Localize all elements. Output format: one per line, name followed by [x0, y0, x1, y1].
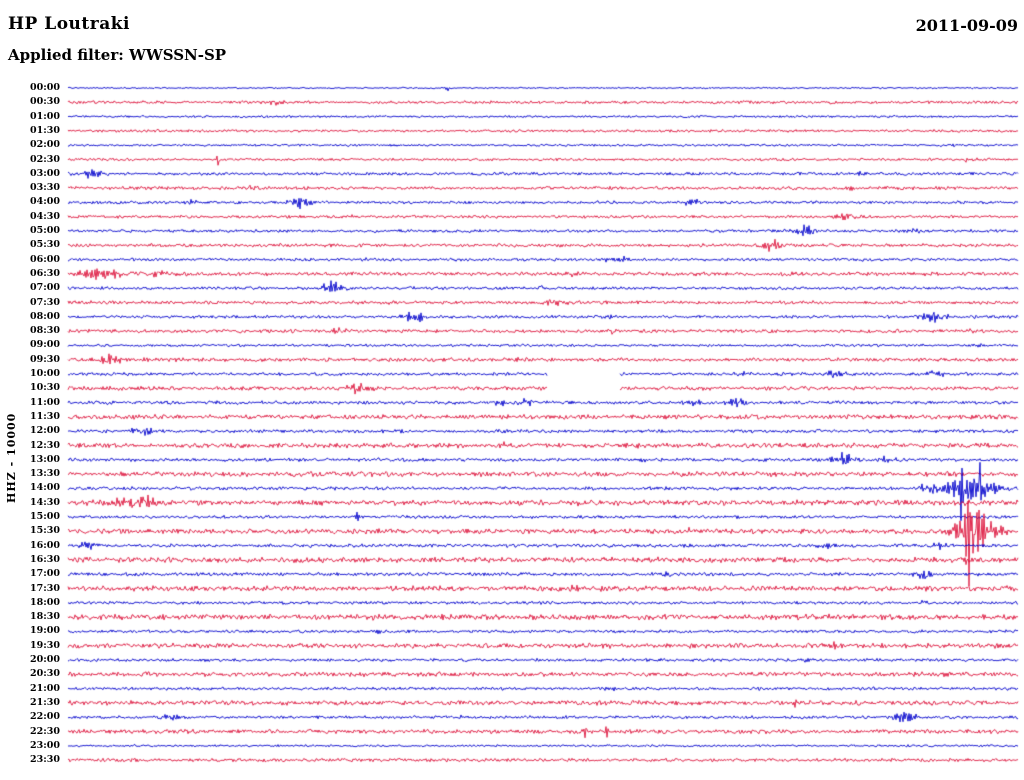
trace-time-label: 19:00 — [30, 625, 60, 637]
trace-time-label: 15:00 — [30, 511, 60, 522]
trace-time-label: 12:00 — [30, 425, 60, 437]
trace-time-label: 04:30 — [30, 210, 60, 222]
trace-time-label: 21:30 — [30, 696, 60, 708]
record-date: 2011-09-09 — [915, 16, 1018, 35]
filter-label: Applied filter: WWSSN-SP — [8, 46, 227, 64]
trace-time-label: 21:00 — [30, 682, 60, 694]
trace-time-label: 03:00 — [30, 167, 60, 179]
trace-time-label: 04:00 — [30, 196, 60, 208]
trace-time-label: 11:30 — [30, 410, 60, 422]
trace-time-label: 07:00 — [30, 282, 60, 294]
station-title: HP Loutraki — [8, 14, 130, 34]
trace-time-label: 00:30 — [30, 96, 60, 108]
trace-time-label: 19:30 — [30, 639, 60, 651]
trace-time-label: 08:00 — [30, 310, 60, 322]
trace-time-label: 15:30 — [30, 525, 60, 537]
trace-time-label: 05:00 — [30, 225, 60, 236]
trace-time-label: 10:00 — [30, 368, 60, 379]
trace-time-label: 01:00 — [30, 110, 60, 122]
trace-time-label: 13:00 — [30, 453, 60, 465]
trace-time-label: 23:30 — [30, 754, 60, 766]
trace-time-label: 11:00 — [30, 396, 60, 408]
trace-time-label: 14:30 — [30, 496, 60, 508]
trace-time-label: 09:00 — [30, 339, 60, 351]
trace-time-label: 08:30 — [30, 325, 60, 337]
trace-time-label: 18:00 — [30, 596, 60, 608]
trace-time-label: 01:30 — [30, 124, 60, 136]
trace-time-label: 18:30 — [30, 611, 60, 623]
trace-time-label: 17:00 — [30, 568, 60, 580]
time-label-column: 00:00 00:30 01:00 01:30 02:00 02:30 03:00 03:30… — [0, 0, 62, 780]
trace-time-label: 16:00 — [30, 539, 60, 551]
trace-time-label: 06:30 — [30, 267, 60, 279]
trace-time-label: 20:00 — [30, 654, 60, 665]
trace-time-label: 12:30 — [30, 439, 60, 451]
trace-time-label: 07:30 — [30, 296, 60, 308]
trace-time-label: 09:30 — [30, 353, 60, 365]
trace-time-label: 06:00 — [30, 253, 60, 265]
trace-time-label: 03:30 — [30, 182, 60, 194]
trace-time-label: 22:00 — [30, 711, 60, 723]
trace-time-label: 16:30 — [30, 553, 60, 565]
trace-time-label: 20:30 — [30, 668, 60, 680]
trace-time-label: 22:30 — [30, 725, 60, 737]
trace-time-label: 14:00 — [30, 482, 60, 494]
trace-time-label: 17:30 — [30, 582, 60, 594]
trace-time-label: 05:30 — [30, 239, 60, 251]
trace-time-label: 13:30 — [30, 468, 60, 480]
trace-time-label: 02:30 — [30, 153, 60, 165]
trace-time-label: 00:00 — [30, 82, 60, 93]
trace-time-label: 23:00 — [30, 739, 60, 751]
trace-time-label: 02:00 — [30, 139, 60, 151]
trace-time-label: 10:30 — [30, 382, 60, 394]
